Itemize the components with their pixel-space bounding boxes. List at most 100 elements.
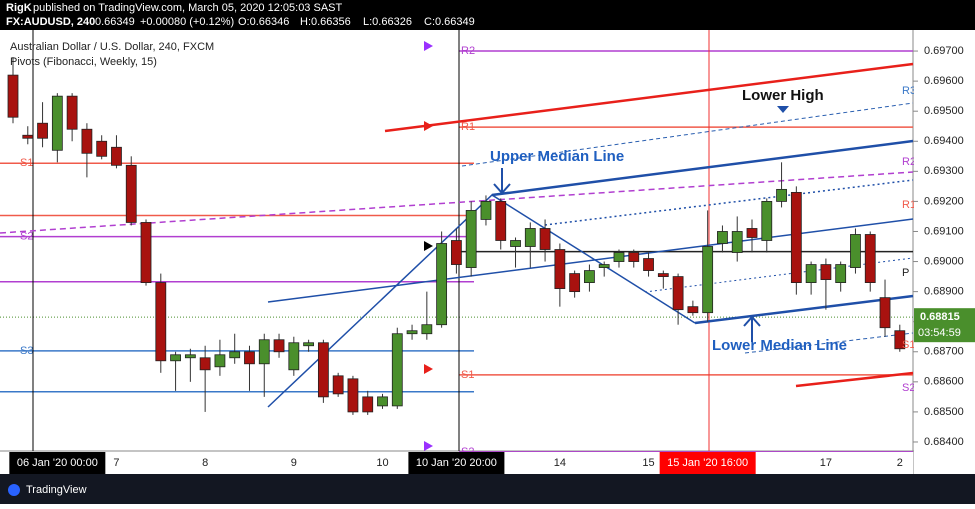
- candle-body: [436, 243, 448, 326]
- annotation: Lower Median Line: [712, 337, 847, 354]
- pivot-label: R2: [461, 45, 475, 57]
- pivot-marker: [424, 41, 433, 51]
- x-tick-label: 10 Jan '20 20:00: [416, 457, 497, 469]
- y-tick-label: 0.68400: [924, 436, 964, 448]
- candle-body: [391, 333, 403, 407]
- chart-subtitle: Pivots (Fibonacci, Weekly, 15): [10, 56, 157, 68]
- candle-body: [790, 191, 802, 283]
- candle-body: [347, 378, 359, 413]
- arrow: [493, 168, 511, 195]
- x-label-box: [9, 452, 106, 474]
- pivot-label: S2: [20, 230, 33, 242]
- y-tick-label: 0.69700: [924, 45, 964, 57]
- candle-body: [480, 201, 492, 220]
- candle-body: [140, 222, 152, 283]
- x-tick-label: 10: [376, 457, 388, 469]
- candle-body: [170, 354, 181, 362]
- candle-body: [672, 276, 684, 311]
- candle-body: [96, 140, 108, 157]
- pivot-marker: [424, 441, 433, 451]
- pivot-marker: [424, 241, 433, 251]
- candle-body: [155, 282, 167, 362]
- candle-body: [81, 128, 93, 154]
- candle-body: [820, 264, 832, 280]
- candle-body: [125, 164, 137, 223]
- y-tick-label: 0.69600: [924, 75, 964, 87]
- candle-body: [465, 210, 477, 268]
- x-tick-label: 8: [202, 457, 208, 469]
- candle-body: [864, 234, 876, 284]
- candle-body: [288, 342, 300, 371]
- candle-body: [229, 351, 241, 359]
- candle-body: [22, 134, 34, 139]
- x-tick-label: 15: [642, 457, 654, 469]
- y-tick-label: 0.69200: [924, 195, 964, 207]
- pivot-label: S3: [20, 345, 33, 357]
- pivot-tag: S2: [902, 382, 915, 394]
- y-tick-label: 0.68600: [924, 376, 964, 388]
- candle-body: [51, 95, 63, 151]
- pivot-label: S1: [20, 157, 33, 169]
- candle-body: [761, 201, 773, 241]
- close: C:0.66349: [424, 16, 475, 28]
- high: H:0.66356: [300, 16, 351, 28]
- candle-body: [362, 396, 374, 413]
- x-label-box: [408, 452, 505, 474]
- candle-body: [244, 351, 255, 365]
- trend-line: [0, 171, 914, 234]
- pivot-tag: R3: [902, 85, 916, 97]
- x-tick-label: 9: [291, 457, 297, 469]
- candle-body: [214, 354, 226, 368]
- candle-body: [332, 375, 344, 395]
- candle-body: [450, 240, 462, 265]
- candle-body: [879, 297, 891, 329]
- last: 0.66349: [95, 16, 135, 28]
- x-tick-label: 7: [113, 457, 119, 469]
- x-tick-label: 17: [820, 457, 832, 469]
- trend-line: [795, 371, 914, 388]
- header-bar: [0, 0, 975, 30]
- median-line: [267, 218, 914, 303]
- candle-body: [805, 264, 817, 283]
- pivot-tag: P: [902, 267, 909, 279]
- open: O:0.66346: [238, 16, 289, 28]
- candle-body: [421, 324, 433, 335]
- brand: TradingView: [26, 484, 87, 496]
- x-tick-label: 2: [897, 457, 903, 469]
- candle-body: [184, 354, 196, 359]
- candle-body: [717, 231, 728, 244]
- pivot-label: S1: [461, 369, 474, 381]
- last-price-box: [914, 308, 975, 343]
- x-tick-label: 06 Jan '20 00:00: [17, 457, 98, 469]
- chart-title: Australian Dollar / U.S. Dollar, 240, FX…: [10, 41, 214, 53]
- y-tick-label: 0.69500: [924, 105, 964, 117]
- low: L:0.66326: [363, 16, 412, 28]
- pivot-tag: R2: [902, 156, 916, 168]
- footer-bar: [0, 474, 975, 504]
- change: +0.00080 (+0.12%): [140, 16, 234, 28]
- y-tick-label: 0.68700: [924, 346, 964, 358]
- symbol: FX:AUDUSD, 240: [6, 16, 95, 28]
- drawings: [0, 30, 914, 451]
- price-axis-bg: [914, 30, 975, 474]
- lower-median: [694, 294, 914, 325]
- candle-body: [569, 273, 581, 293]
- annotation: Upper Median Line: [490, 148, 624, 165]
- x-label-box: [659, 452, 756, 474]
- candle-body: [37, 122, 48, 139]
- candle-body: [258, 339, 270, 365]
- candle-body: [776, 188, 787, 202]
- y-tick-label: 0.68500: [924, 406, 964, 418]
- upper-median: [491, 139, 914, 197]
- candle-body: [628, 252, 640, 262]
- candle-body: [495, 201, 507, 241]
- candle-body: [539, 228, 551, 250]
- candle-body: [273, 339, 285, 353]
- candle-body: [524, 228, 536, 247]
- last-price-label: 0.68815: [920, 311, 960, 323]
- logo: [8, 484, 20, 496]
- candle-body: [317, 342, 329, 398]
- countdown: 03:54:59: [918, 327, 961, 339]
